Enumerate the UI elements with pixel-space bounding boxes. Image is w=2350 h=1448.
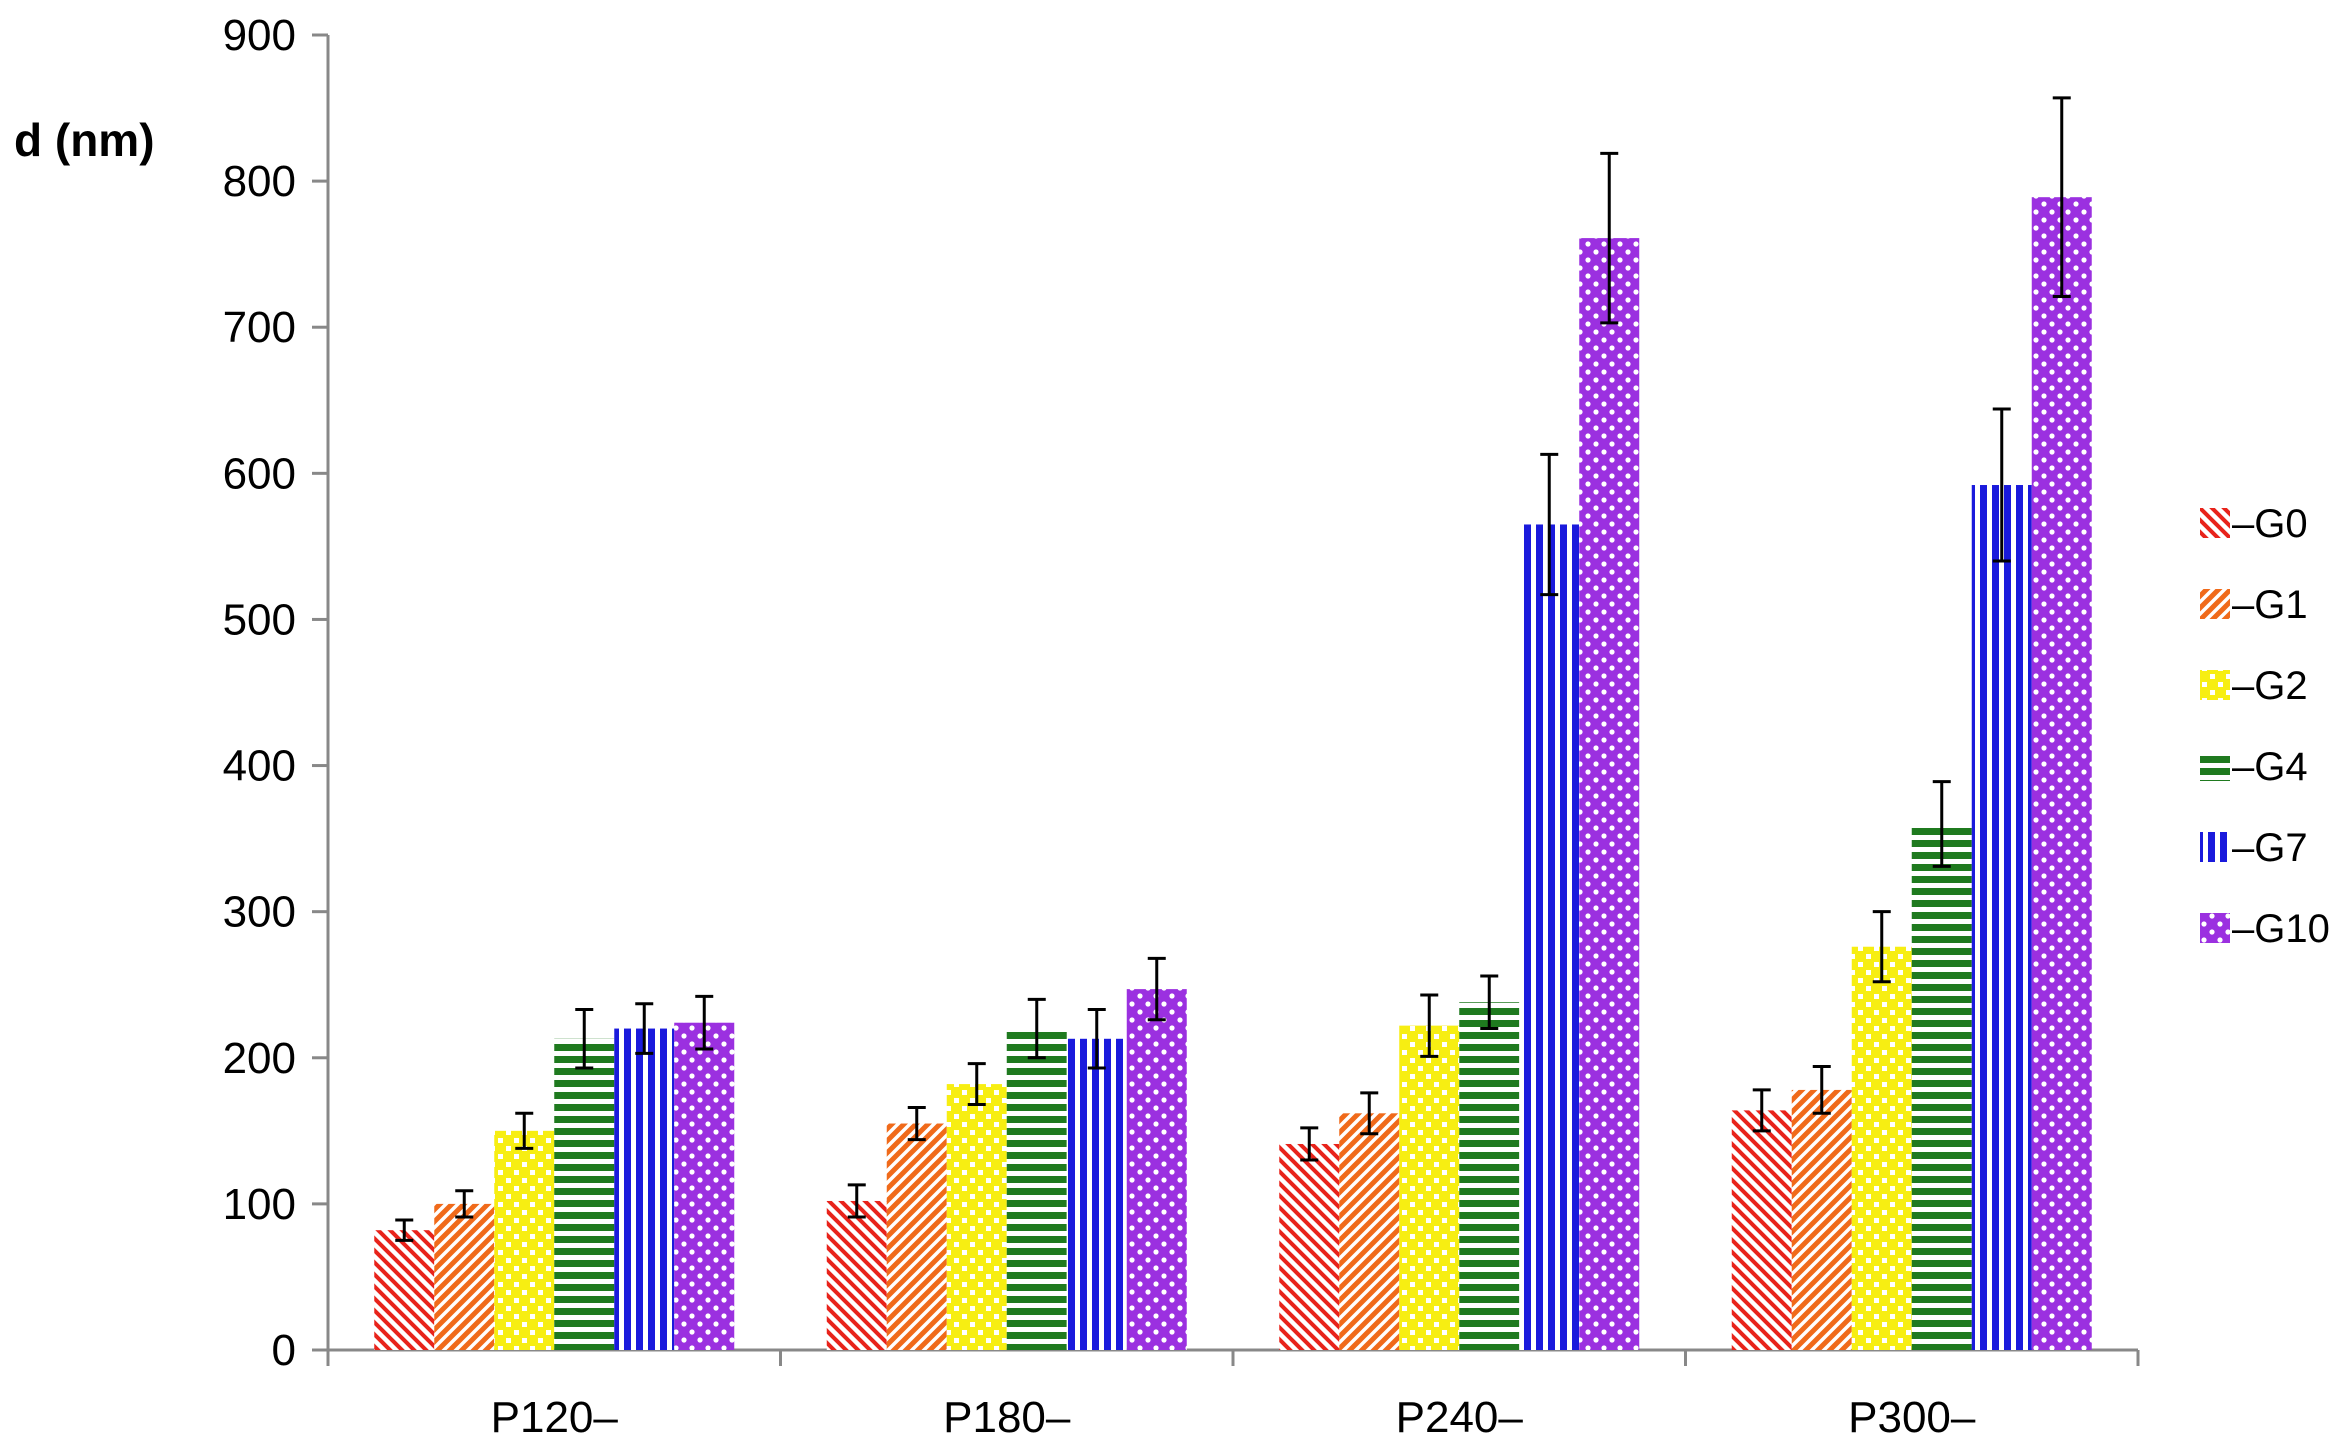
y-tick-label: 0 — [272, 1326, 296, 1375]
bar — [434, 1203, 495, 1350]
legend-label: –G7 — [2232, 826, 2308, 870]
error-bar — [907, 1105, 926, 1142]
error-bar — [1360, 1091, 1379, 1136]
bar — [674, 1022, 735, 1350]
axes: 0 100 200 300 400 500 600 700 800 900 P120– P180– P2… — [223, 11, 2140, 1442]
bar — [1791, 1089, 1852, 1350]
legend-swatch — [2200, 589, 2230, 619]
bar — [826, 1200, 887, 1350]
bars — [374, 96, 2092, 1350]
y-tick-label: 200 — [223, 1034, 296, 1083]
bar — [1126, 989, 1187, 1350]
error-bar — [575, 1008, 594, 1070]
error-bar — [1812, 1065, 1831, 1115]
error-bar — [847, 1183, 866, 1219]
bar — [1731, 1110, 1792, 1350]
bar — [1339, 1113, 1400, 1350]
error-bar — [1147, 956, 1166, 1022]
error-bar — [1480, 974, 1499, 1031]
legend-label: –G1 — [2232, 583, 2308, 627]
y-tick-label: 300 — [223, 888, 296, 937]
error-bar — [1752, 1088, 1771, 1133]
bar — [614, 1028, 675, 1350]
bar — [946, 1084, 1007, 1350]
legend-swatch — [2200, 508, 2230, 538]
bar — [1911, 824, 1972, 1350]
y-tick-label: 100 — [223, 1180, 296, 1229]
bar — [886, 1123, 947, 1350]
bar — [1579, 238, 1640, 1350]
bar — [1459, 1002, 1520, 1350]
error-bar — [967, 1062, 986, 1107]
y-tick-label: 900 — [223, 11, 296, 60]
x-tick-label: P240– — [1396, 1393, 1524, 1442]
error-bar — [635, 1002, 654, 1055]
bar — [1971, 485, 2032, 1350]
bar — [2031, 197, 2092, 1350]
y-tick-label: 500 — [223, 595, 296, 644]
bar — [1006, 1028, 1067, 1350]
error-bar — [1540, 452, 1559, 597]
error-bar — [1992, 407, 2011, 563]
error-bar — [1087, 1008, 1106, 1070]
error-bar — [1027, 997, 1046, 1060]
x-tick-label: P300– — [1848, 1393, 1976, 1442]
y-tick-label: 600 — [223, 449, 296, 498]
y-axis-title: d (nm) — [14, 114, 155, 166]
bar — [1519, 524, 1580, 1350]
error-bar — [515, 1111, 534, 1150]
bar — [1851, 946, 1912, 1350]
error-bar — [1300, 1126, 1319, 1162]
legend: –G0 –G1 –G2 –G4 –G7 –G10 — [2200, 502, 2330, 951]
legend-label: –G2 — [2232, 664, 2308, 708]
legend-swatch — [2200, 832, 2230, 862]
y-tick-label: 400 — [223, 742, 296, 791]
error-bar — [1600, 151, 1619, 325]
legend-label: –G4 — [2232, 745, 2308, 789]
error-bar — [395, 1218, 414, 1242]
y-tick-label: 800 — [223, 157, 296, 206]
error-bar — [455, 1189, 474, 1219]
bar — [1279, 1143, 1340, 1350]
legend-label: –G10 — [2232, 907, 2330, 951]
bar — [494, 1130, 555, 1350]
error-bar — [1420, 993, 1439, 1058]
legend-label: –G0 — [2232, 502, 2308, 546]
bar — [374, 1230, 435, 1350]
bar — [554, 1038, 615, 1350]
error-bar — [1872, 910, 1891, 984]
bar — [1399, 1025, 1460, 1350]
error-bar — [2052, 96, 2071, 299]
legend-swatch — [2200, 670, 2230, 700]
bar — [1066, 1038, 1127, 1350]
legend-swatch — [2200, 751, 2230, 781]
x-tick-label: P180– — [943, 1393, 1071, 1442]
error-bar — [1932, 780, 1951, 868]
legend-swatch — [2200, 913, 2230, 943]
y-tick-label: 700 — [223, 303, 296, 352]
error-bar — [695, 994, 714, 1051]
x-tick-label: P120– — [491, 1393, 619, 1442]
